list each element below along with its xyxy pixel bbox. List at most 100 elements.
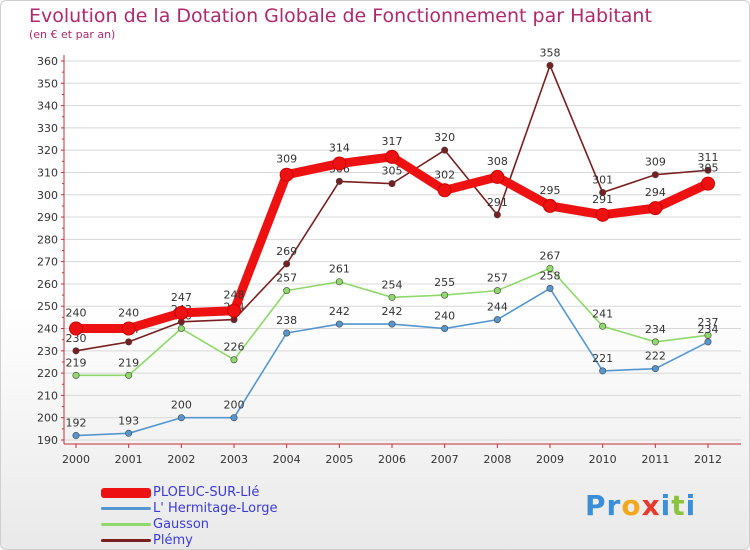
point-l-hermitage-lorge-2004 xyxy=(283,329,291,337)
label-pl-my-2010: 301 xyxy=(592,174,613,187)
label-gausson-2001: 219 xyxy=(118,356,139,369)
point-l-hermitage-lorge-2012 xyxy=(704,338,712,346)
point-l-hermitage-lorge-2001 xyxy=(125,429,133,437)
chart-title: Evolution de la Dotation Globale de Fonc… xyxy=(29,5,652,27)
point-gausson-2005 xyxy=(335,278,343,286)
xtick-label-2011: 2011 xyxy=(641,453,669,466)
ytick-label-330: 330 xyxy=(37,122,58,135)
label-gausson-2005: 261 xyxy=(329,263,350,276)
logo-letter: x xyxy=(641,489,661,522)
label-ploeuc-sur-li-2011: 294 xyxy=(645,186,666,199)
point-l-hermitage-lorge-2005 xyxy=(335,320,343,328)
label-gausson-2004: 257 xyxy=(276,272,297,285)
point-l-hermitage-lorge-2009 xyxy=(546,284,554,292)
point-pl-my-2004 xyxy=(283,260,291,268)
label-gausson-2008: 257 xyxy=(487,272,508,285)
ytick-label-280: 280 xyxy=(37,233,58,246)
label-l-hermitage-lorge-2000: 192 xyxy=(66,417,87,430)
xtick-label-2002: 2002 xyxy=(167,453,195,466)
label-ploeuc-sur-li-2009: 295 xyxy=(540,184,561,197)
xtick-label-2000: 2000 xyxy=(62,453,90,466)
point-l-hermitage-lorge-2007 xyxy=(441,325,449,333)
label-gausson-2007: 255 xyxy=(434,276,455,289)
xtick-label-2003: 2003 xyxy=(220,453,248,466)
label-gausson-2009: 267 xyxy=(540,249,561,262)
point-ploeuc-sur-li-2008 xyxy=(490,169,505,184)
label-ploeuc-sur-li-2008: 308 xyxy=(487,155,508,168)
label-pl-my-2007: 320 xyxy=(434,131,455,144)
ytick-label-360: 360 xyxy=(37,55,58,68)
point-ploeuc-sur-li-2009 xyxy=(543,198,557,213)
label-l-hermitage-lorge-2007: 240 xyxy=(434,310,455,323)
point-gausson-2010 xyxy=(599,322,607,330)
legend-label-gausson: Gausson xyxy=(153,517,210,532)
point-gausson-2008 xyxy=(493,287,501,295)
logo-letter: P xyxy=(585,489,607,522)
ytick-label-260: 260 xyxy=(37,278,58,291)
label-gausson-2006: 254 xyxy=(382,278,403,291)
point-gausson-2002 xyxy=(177,325,185,333)
label-l-hermitage-lorge-2009: 258 xyxy=(540,269,561,282)
legend-label-hermitage: L' Hermitage-Lorge xyxy=(153,501,278,516)
point-pl-my-2005 xyxy=(335,177,343,185)
point-pl-my-2008 xyxy=(493,211,501,219)
label-ploeuc-sur-li-2012: 305 xyxy=(698,162,719,175)
proxiti-logo: Proxiti xyxy=(585,489,696,522)
point-gausson-2004 xyxy=(283,287,291,295)
point-ploeuc-sur-li-2006 xyxy=(385,149,399,164)
logo-letter: o xyxy=(621,489,642,522)
ytick-label-300: 300 xyxy=(37,189,58,202)
logo-letter: t xyxy=(671,489,686,522)
logo-letter: i xyxy=(660,489,672,522)
point-ploeuc-sur-li-2002 xyxy=(174,305,189,320)
ytick-label-320: 320 xyxy=(37,144,58,157)
point-pl-my-2007 xyxy=(441,146,449,154)
point-ploeuc-sur-li-2010 xyxy=(595,207,610,222)
point-pl-my-2010 xyxy=(599,189,607,197)
xtick-label-2006: 2006 xyxy=(378,453,406,466)
label-pl-my-2008: 291 xyxy=(487,196,508,209)
logo-letter: i xyxy=(685,489,697,522)
ytick-label-290: 290 xyxy=(37,211,58,224)
xtick-label-2001: 2001 xyxy=(115,453,143,466)
xtick-label-2004: 2004 xyxy=(273,453,301,466)
xtick-label-2008: 2008 xyxy=(483,453,511,466)
point-ploeuc-sur-li-2004 xyxy=(279,167,294,182)
point-ploeuc-sur-li-2007 xyxy=(437,183,452,198)
label-ploeuc-sur-li-2001: 240 xyxy=(118,307,139,320)
label-l-hermitage-lorge-2002: 200 xyxy=(171,399,192,412)
legend-swatch-hermitage xyxy=(101,507,151,510)
label-gausson-2010: 241 xyxy=(592,307,613,320)
ytick-label-220: 220 xyxy=(37,367,58,380)
legend-swatch-plemy xyxy=(101,539,151,542)
logo-letter: r xyxy=(606,489,622,522)
xtick-label-2010: 2010 xyxy=(589,453,617,466)
chart-subtitle: (en € et par an) xyxy=(29,28,116,41)
point-pl-my-2009 xyxy=(546,61,554,69)
point-pl-my-2001 xyxy=(125,338,133,346)
xtick-label-2007: 2007 xyxy=(431,453,459,466)
label-ploeuc-sur-li-2006: 317 xyxy=(382,135,403,148)
point-l-hermitage-lorge-2008 xyxy=(493,316,501,324)
ytick-label-200: 200 xyxy=(37,412,58,425)
ytick-label-190: 190 xyxy=(37,434,58,447)
label-pl-my-2000: 230 xyxy=(66,332,87,345)
ytick-label-310: 310 xyxy=(37,166,58,179)
point-gausson-2003 xyxy=(230,356,238,364)
point-pl-my-2006 xyxy=(388,180,396,188)
ytick-label-350: 350 xyxy=(37,77,58,90)
label-pl-my-2012: 311 xyxy=(698,151,719,164)
label-l-hermitage-lorge-2012: 234 xyxy=(698,323,719,336)
legend-label-plemy: Plémy xyxy=(153,533,193,548)
point-ploeuc-sur-li-2001 xyxy=(121,321,136,336)
label-l-hermitage-lorge-2005: 242 xyxy=(329,305,350,318)
point-l-hermitage-lorge-2002 xyxy=(177,414,185,422)
label-pl-my-2011: 309 xyxy=(645,156,666,169)
ytick-label-340: 340 xyxy=(37,100,58,113)
point-l-hermitage-lorge-2011 xyxy=(651,365,659,373)
legend-swatch-gausson xyxy=(101,523,151,526)
point-gausson-2009 xyxy=(546,264,554,272)
point-ploeuc-sur-li-2011 xyxy=(648,201,663,216)
